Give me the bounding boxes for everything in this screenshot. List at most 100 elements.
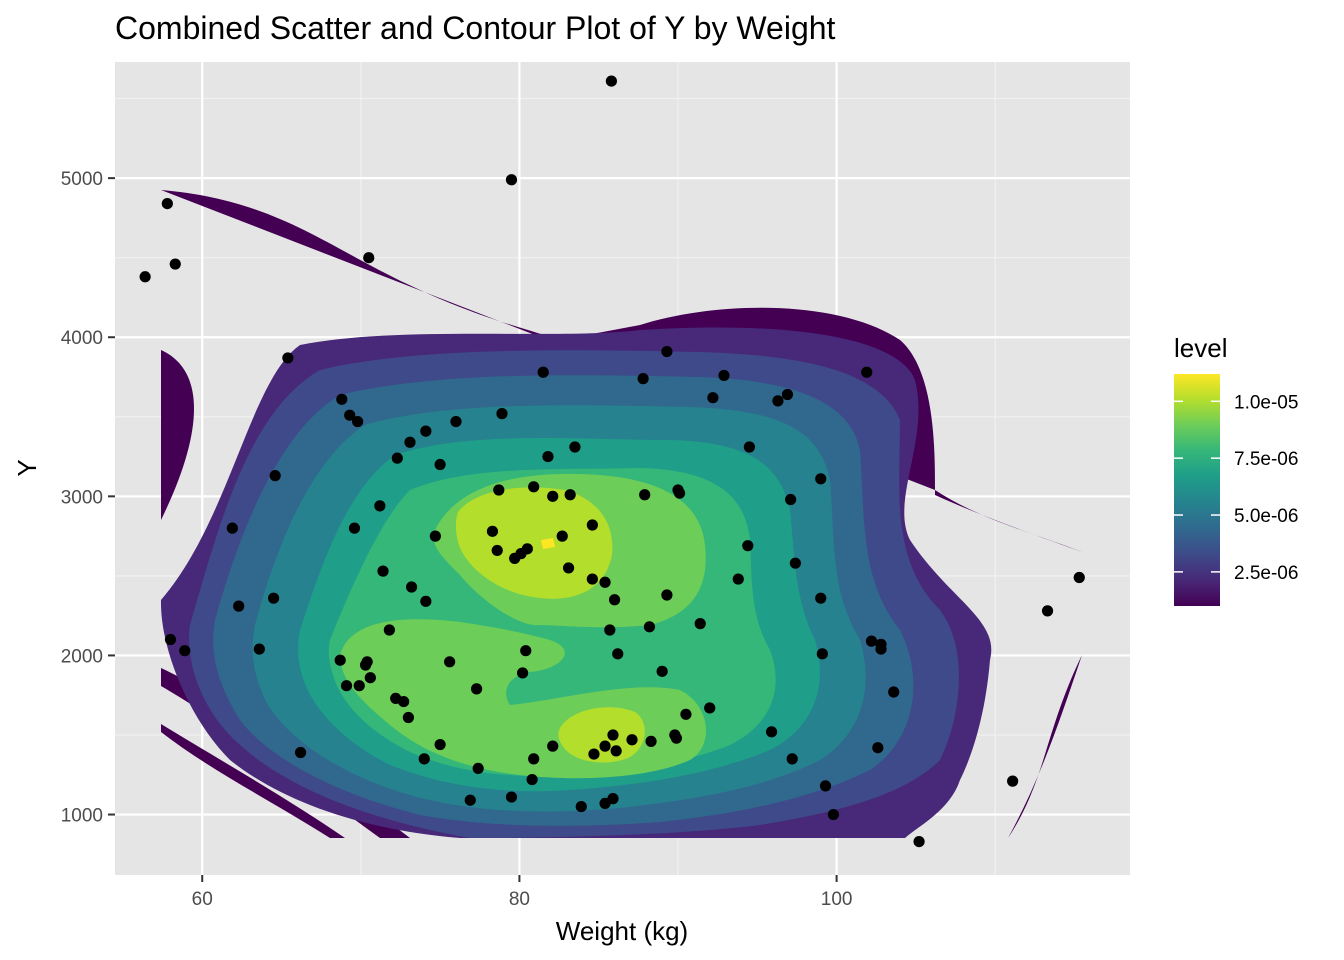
scatter-point bbox=[661, 589, 673, 601]
scatter-point bbox=[547, 740, 559, 752]
scatter-point bbox=[875, 643, 887, 655]
scatter-point bbox=[364, 672, 376, 684]
scatter-point bbox=[505, 174, 518, 186]
contour-band-1-left bbox=[161, 350, 194, 520]
scatter-point bbox=[612, 648, 624, 660]
scatter-point bbox=[226, 522, 238, 534]
scatter-point bbox=[604, 624, 616, 636]
scatter-point bbox=[334, 654, 346, 666]
scatter-point bbox=[434, 738, 446, 751]
scatter-point bbox=[464, 794, 476, 806]
scatter-point bbox=[542, 450, 554, 463]
scatter-point bbox=[670, 732, 683, 744]
scatter-point bbox=[528, 481, 540, 493]
legend-ticks: 1.0e-05 7.5e-06 5.0e-06 2.5e-06 bbox=[1174, 392, 1298, 584]
scatter-point bbox=[815, 592, 827, 604]
contour-peak bbox=[541, 538, 555, 549]
scatter-point bbox=[1007, 775, 1019, 787]
scatter-point bbox=[139, 271, 151, 283]
scatter-point bbox=[169, 258, 181, 270]
scatter-point bbox=[526, 773, 538, 786]
contour-band-9-bottom bbox=[558, 707, 645, 763]
scatter-point bbox=[520, 645, 532, 657]
x-axis: 60 80 100 bbox=[192, 875, 853, 910]
scatter-point bbox=[765, 726, 778, 738]
scatter-point bbox=[1041, 605, 1054, 617]
scatter-point bbox=[429, 530, 441, 542]
scatter-point bbox=[282, 352, 294, 364]
scatter-point bbox=[815, 473, 827, 485]
y-axis: 1000 2000 3000 4000 5000 bbox=[61, 169, 115, 827]
scatter-point bbox=[383, 624, 395, 636]
scatter-point bbox=[586, 519, 598, 531]
scatter-point bbox=[556, 530, 568, 542]
scatter-point bbox=[491, 544, 503, 557]
scatter-point bbox=[420, 595, 432, 607]
y-tick-label: 1000 bbox=[61, 806, 103, 827]
scatter-point bbox=[340, 680, 353, 692]
scatter-point bbox=[607, 729, 619, 741]
scatter-point bbox=[605, 75, 617, 87]
x-tick-label: 60 bbox=[192, 889, 213, 910]
scatter-point bbox=[374, 500, 386, 512]
scatter-point bbox=[586, 573, 598, 585]
scatter-point bbox=[391, 452, 403, 464]
scatter-point bbox=[269, 470, 281, 482]
scatter-point bbox=[704, 702, 716, 714]
scatter-point bbox=[516, 667, 529, 679]
scatter-point bbox=[588, 748, 600, 760]
scatter-point bbox=[562, 562, 575, 574]
chart-title: Combined Scatter and Contour Plot of Y b… bbox=[115, 10, 836, 46]
scatter-point bbox=[405, 581, 418, 593]
scatter-point bbox=[599, 740, 611, 752]
scatter-point bbox=[861, 366, 873, 378]
scatter-point bbox=[352, 415, 364, 428]
scatter-point bbox=[547, 490, 559, 502]
scatter-point bbox=[772, 395, 784, 407]
y-tick-label: 5000 bbox=[61, 169, 103, 190]
scatter-point bbox=[564, 489, 576, 501]
scatter-point bbox=[434, 458, 446, 471]
scatter-point bbox=[785, 493, 797, 506]
scatter-point bbox=[639, 489, 651, 501]
scatter-point bbox=[353, 680, 365, 692]
scatter-point bbox=[336, 393, 348, 405]
scatter-point bbox=[743, 441, 755, 453]
scatter-point bbox=[496, 408, 508, 420]
scatter-point bbox=[493, 484, 505, 496]
scatter-point bbox=[505, 791, 518, 803]
x-tick-label: 80 bbox=[509, 889, 530, 910]
scatter-points bbox=[139, 75, 1085, 848]
scatter-point bbox=[608, 594, 621, 606]
scatter-point bbox=[363, 252, 375, 264]
scatter-point bbox=[450, 415, 462, 428]
legend: level 1.0e-05 7.5e-06 5.0e-06 2.5e-06 bbox=[1174, 333, 1298, 606]
scatter-point bbox=[626, 734, 638, 746]
scatter-point bbox=[470, 683, 483, 695]
y-tick-label: 4000 bbox=[61, 328, 103, 349]
scatter-point bbox=[267, 592, 280, 604]
y-axis-title: Y bbox=[12, 459, 42, 476]
scatter-point bbox=[420, 425, 432, 437]
scatter-point bbox=[694, 618, 706, 630]
scatter-point bbox=[816, 648, 828, 660]
scatter-point bbox=[637, 373, 649, 385]
y-tick-label: 3000 bbox=[61, 487, 103, 508]
x-tick-label: 100 bbox=[821, 889, 853, 910]
scatter-point bbox=[680, 708, 692, 720]
density-contours bbox=[160, 190, 1082, 838]
scatter-point bbox=[661, 345, 673, 358]
scatter-point bbox=[569, 441, 581, 453]
scatter-point bbox=[732, 573, 744, 585]
legend-tick-label: 1.0e-05 bbox=[1234, 392, 1298, 413]
scatter-point bbox=[404, 436, 416, 448]
scatter-point bbox=[865, 635, 878, 647]
scatter-point bbox=[444, 656, 456, 668]
scatter-point bbox=[786, 753, 798, 765]
legend-tick-label: 2.5e-06 bbox=[1234, 563, 1298, 584]
scatter-point bbox=[643, 621, 656, 633]
scatter-point bbox=[398, 695, 410, 708]
scatter-point bbox=[781, 388, 794, 401]
scatter-point bbox=[528, 753, 540, 765]
